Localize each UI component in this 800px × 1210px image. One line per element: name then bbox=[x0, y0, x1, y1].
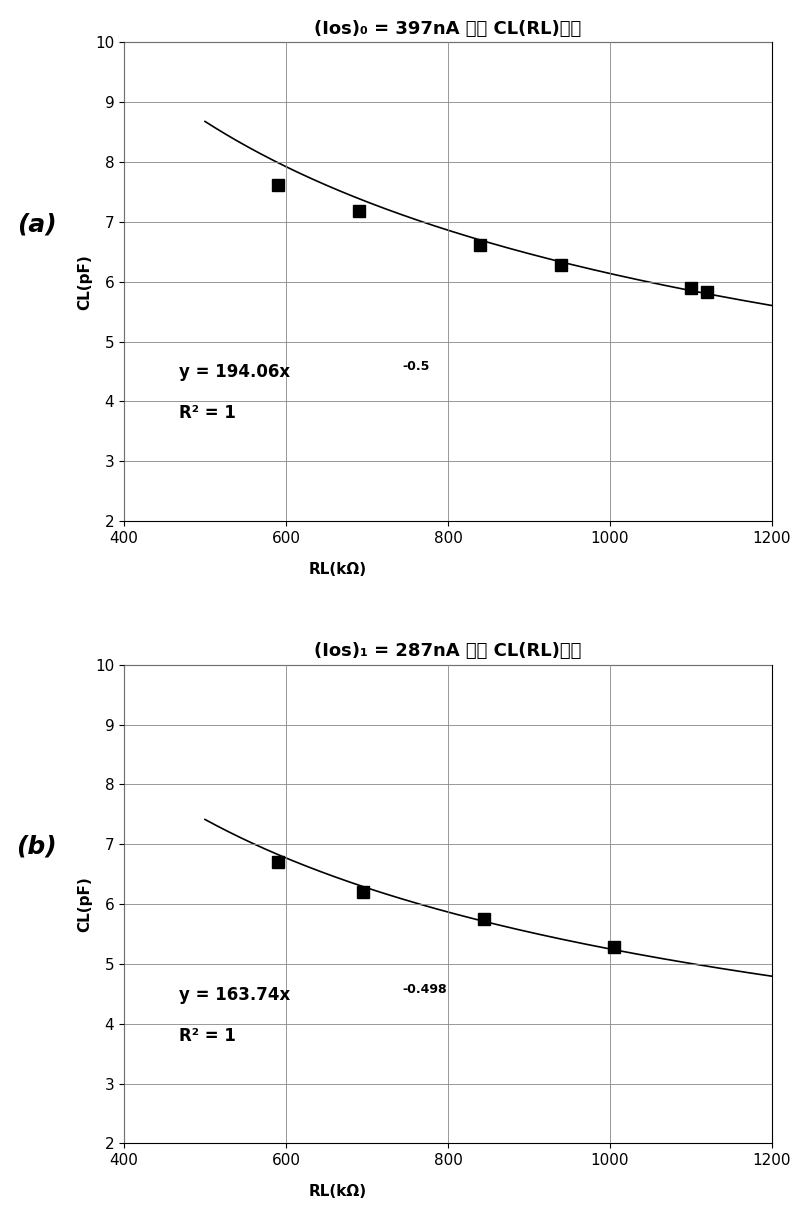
Text: RL(kΩ): RL(kΩ) bbox=[309, 1185, 367, 1199]
Text: -0.5: -0.5 bbox=[402, 361, 430, 374]
Text: -0.498: -0.498 bbox=[402, 983, 447, 996]
Text: (a): (a) bbox=[17, 212, 56, 236]
Text: R² = 1: R² = 1 bbox=[179, 404, 236, 422]
Text: y = 194.06x: y = 194.06x bbox=[179, 363, 290, 381]
Text: RL(kΩ): RL(kΩ) bbox=[309, 561, 367, 577]
Title: (Ios)₁ = 287nA 时的 CL(RL)特性: (Ios)₁ = 287nA 时的 CL(RL)特性 bbox=[314, 643, 582, 661]
Text: y = 163.74x: y = 163.74x bbox=[179, 986, 290, 1004]
Y-axis label: CL(pF): CL(pF) bbox=[78, 254, 92, 310]
Title: (Ios)₀ = 397nA 时的 CL(RL)特性: (Ios)₀ = 397nA 时的 CL(RL)特性 bbox=[314, 21, 582, 38]
Y-axis label: CL(pF): CL(pF) bbox=[78, 876, 92, 932]
Text: R² = 1: R² = 1 bbox=[179, 1026, 236, 1044]
Text: (b): (b) bbox=[16, 835, 57, 859]
